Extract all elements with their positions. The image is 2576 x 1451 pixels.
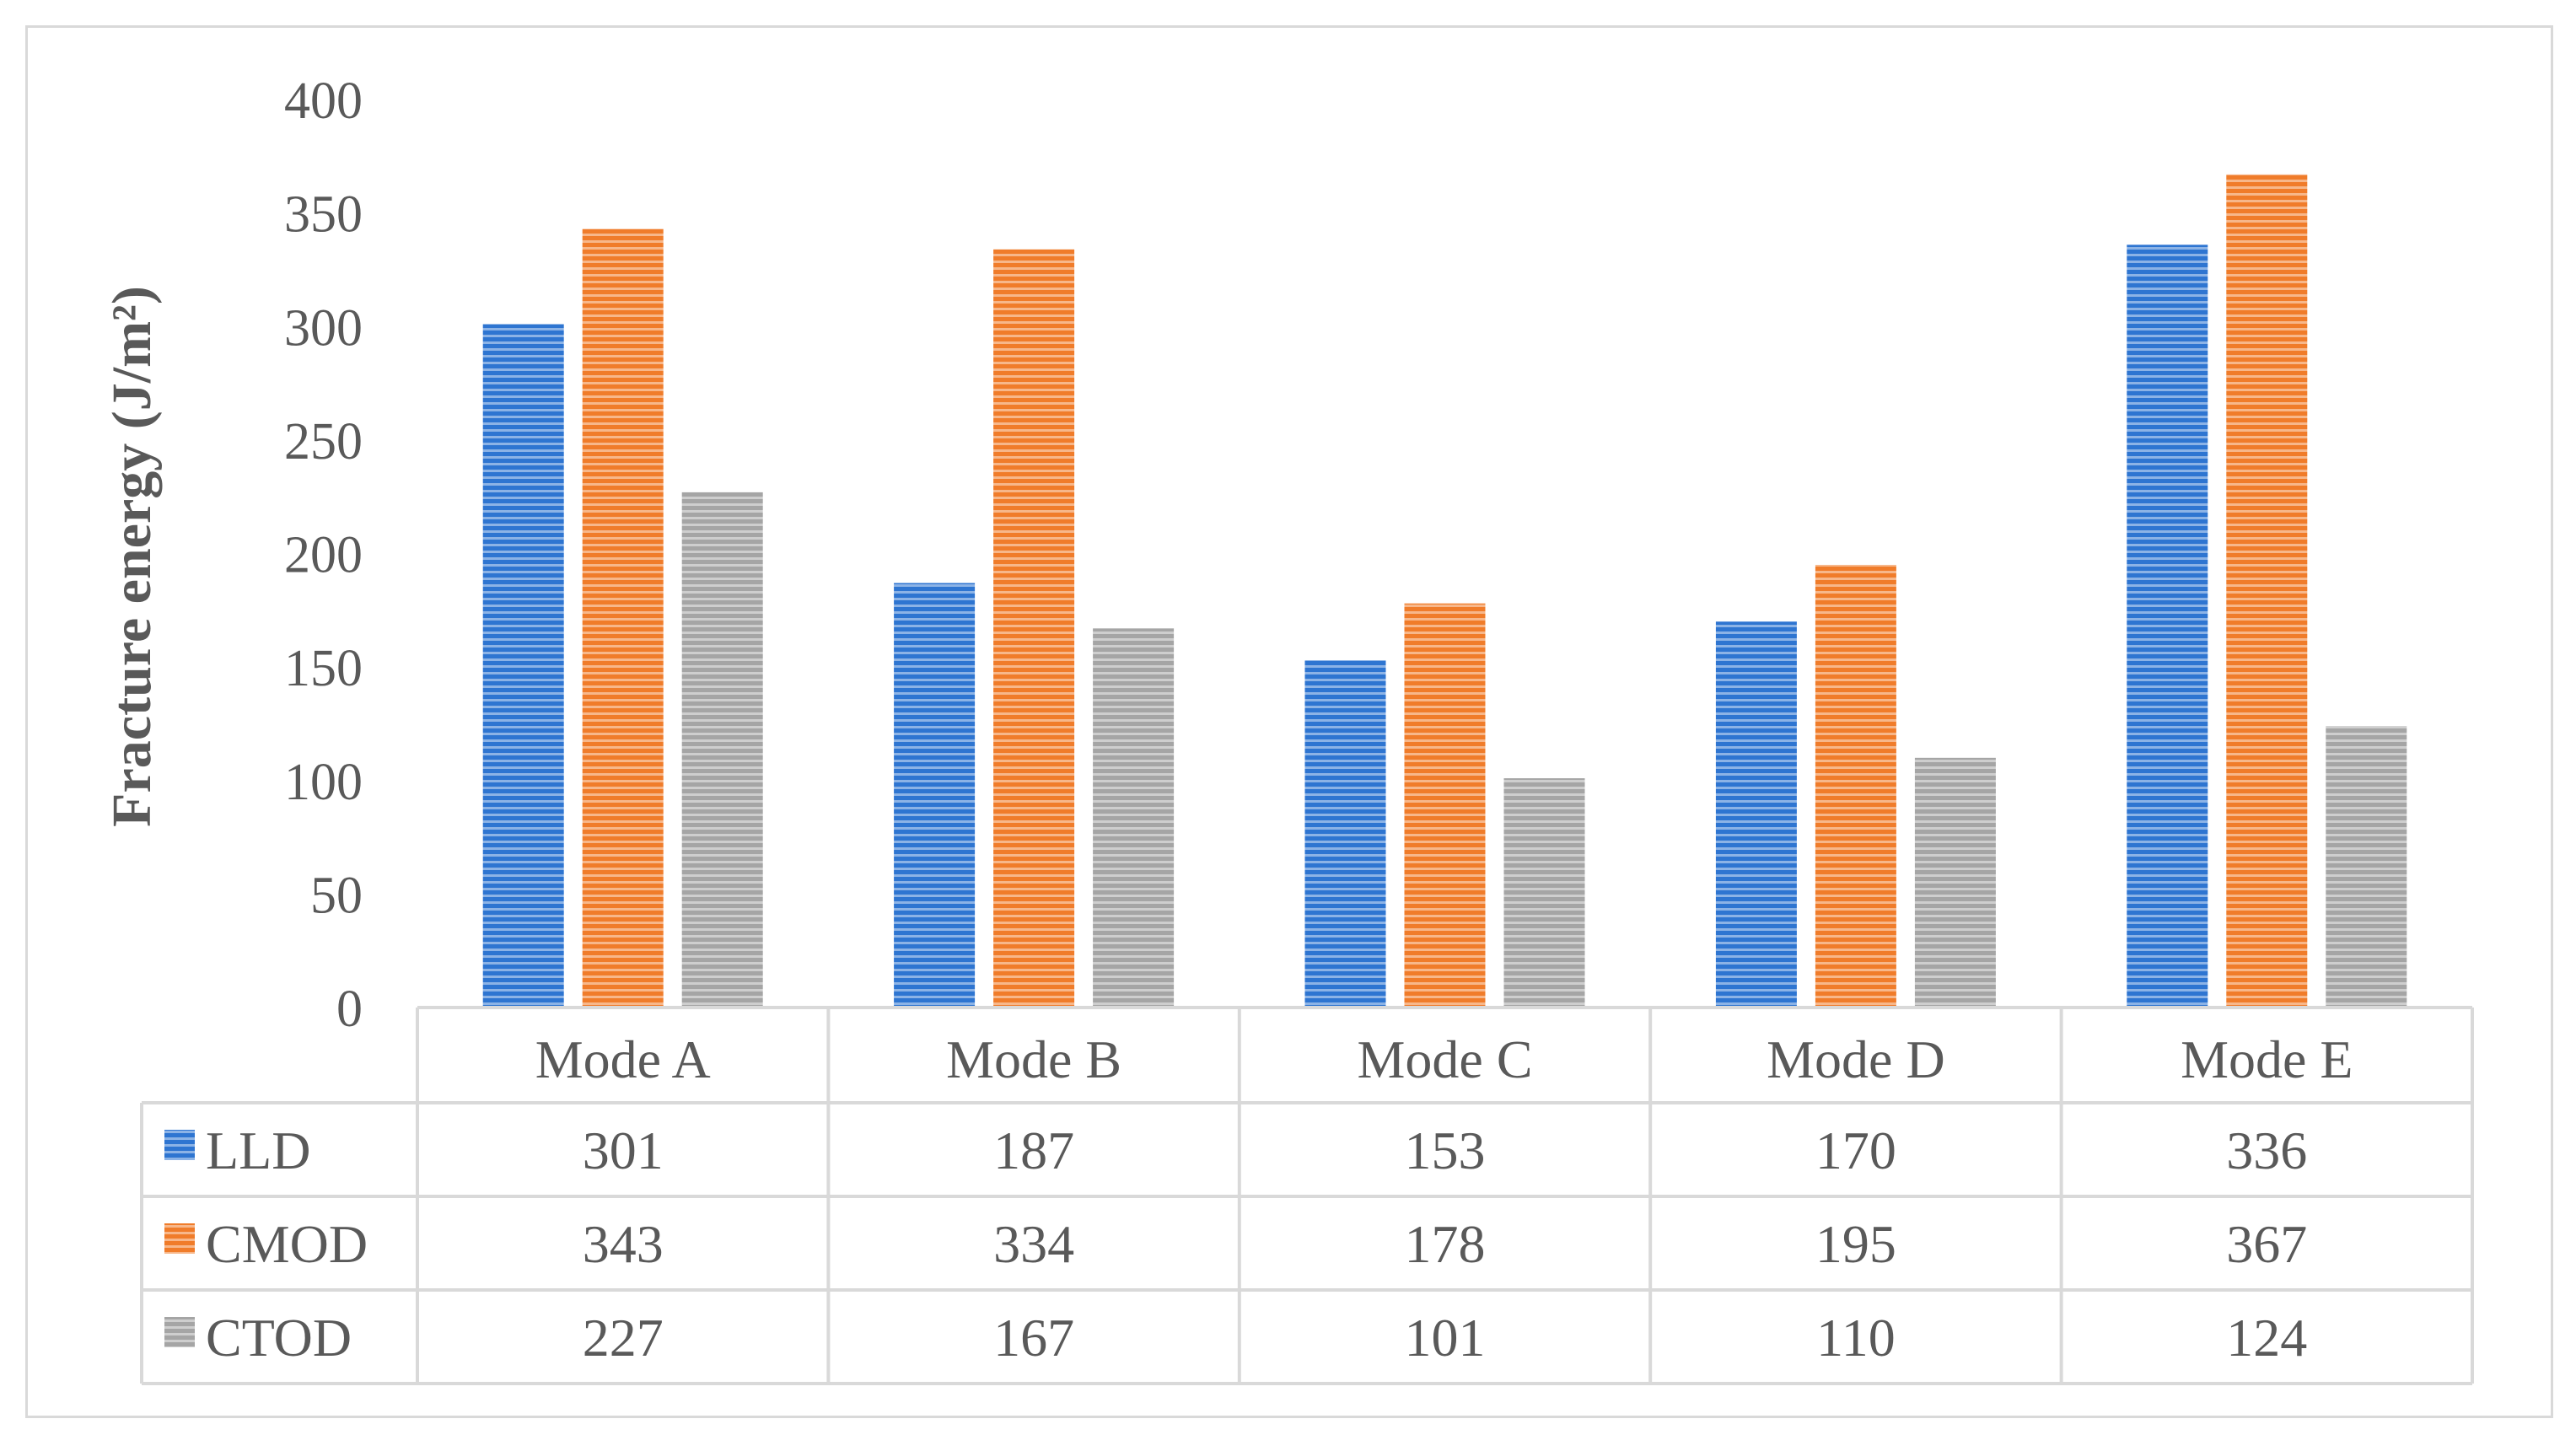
y-axis: 0 50 100 150 200 250 300 350 400 — [284, 73, 363, 1038]
x-tick-label: Mode A — [535, 1029, 711, 1089]
legend-swatch-lld — [164, 1130, 195, 1160]
bar-ctod-mode-a — [681, 492, 763, 1008]
y-tick-label: 200 — [284, 527, 363, 584]
bar-cmod-mode-a — [582, 228, 664, 1008]
y-tick-label: 100 — [284, 754, 363, 811]
bar-ctod-mode-d — [1914, 757, 1996, 1008]
y-tick-label: 400 — [284, 73, 363, 130]
legend-label-lld: LLD — [206, 1120, 310, 1180]
x-tick-label: Mode E — [2181, 1029, 2353, 1089]
data-label: 336 — [2226, 1120, 2307, 1180]
y-tick-label: 150 — [284, 640, 363, 697]
y-tick-label: 50 — [310, 867, 363, 924]
bar-cmod-mode-c — [1404, 603, 1486, 1008]
bar-lld-mode-c — [1304, 660, 1386, 1008]
data-label: 101 — [1405, 1308, 1486, 1368]
data-label: 170 — [1815, 1120, 1896, 1180]
bar-lld-mode-d — [1715, 621, 1797, 1008]
y-axis-label: Fracture energy (J/m²) — [101, 286, 163, 827]
legend-label-ctod: CTOD — [206, 1308, 352, 1368]
data-label: 124 — [2226, 1308, 2307, 1368]
legend-swatch-cmod — [164, 1223, 195, 1254]
legend-swatch-ctod — [164, 1317, 195, 1347]
data-label: 110 — [1816, 1308, 1896, 1368]
x-tick-label: Mode C — [1358, 1029, 1533, 1089]
bar-ctod-mode-e — [2326, 726, 2407, 1008]
bar-lld-mode-b — [894, 583, 976, 1008]
bar-lld-mode-e — [2127, 245, 2208, 1008]
x-tick-label: Mode D — [1767, 1029, 1945, 1089]
bars — [482, 174, 2407, 1008]
data-table: Mode A Mode B Mode C Mode D Mode E LLD 301 187 1… — [140, 1006, 2474, 1385]
bar-cmod-mode-e — [2226, 174, 2308, 1008]
bar-ctod-mode-b — [1093, 628, 1175, 1008]
data-label: 343 — [583, 1214, 664, 1274]
bar-cmod-mode-d — [1815, 564, 1896, 1008]
data-label: 334 — [993, 1214, 1074, 1274]
y-tick-label: 0 — [336, 981, 363, 1038]
y-tick-label: 350 — [284, 186, 363, 244]
data-label: 195 — [1815, 1214, 1896, 1274]
x-tick-label: Mode B — [946, 1029, 1121, 1089]
bar-lld-mode-a — [482, 324, 564, 1008]
y-tick-label: 250 — [284, 413, 363, 470]
legend-label-cmod: CMOD — [206, 1214, 368, 1274]
data-label: 367 — [2226, 1214, 2307, 1274]
data-label: 187 — [993, 1120, 1074, 1180]
bar-ctod-mode-c — [1503, 778, 1585, 1008]
bar-cmod-mode-b — [993, 249, 1075, 1008]
data-label: 227 — [583, 1308, 664, 1368]
y-tick-label: 300 — [284, 299, 363, 357]
data-label: 301 — [583, 1120, 664, 1180]
data-label: 167 — [993, 1308, 1074, 1368]
data-label: 178 — [1405, 1214, 1486, 1274]
data-label: 153 — [1405, 1120, 1486, 1180]
